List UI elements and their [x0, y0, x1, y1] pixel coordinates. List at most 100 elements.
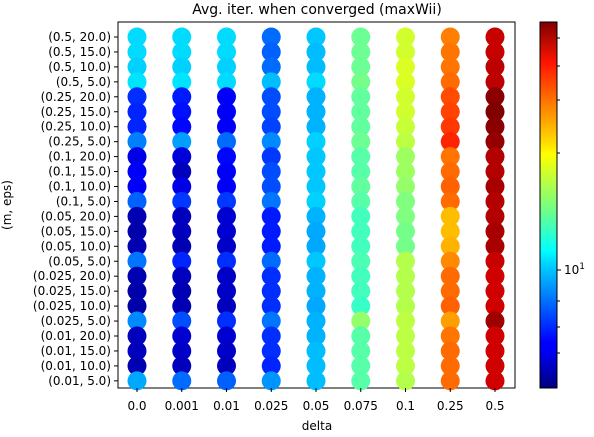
scatter-point: [172, 311, 192, 331]
scatter-point: [172, 221, 192, 241]
scatter-point: [127, 57, 147, 77]
scatter-point: [217, 57, 236, 77]
scatter-point: [306, 311, 326, 331]
scatter-point: [306, 147, 326, 167]
scatter-point: [351, 266, 371, 286]
scatter-point: [261, 251, 281, 271]
scatter-point: [396, 326, 415, 346]
scatter-point: [306, 236, 326, 256]
scatter-point: [127, 341, 147, 361]
scatter-point: [172, 296, 192, 316]
scatter-point: [351, 27, 371, 47]
scatter-point: [485, 311, 505, 331]
y-tick-label: (0.25, 5.0): [48, 135, 111, 149]
scatter-point: [396, 72, 415, 92]
y-tick-label: (0.5, 5.0): [56, 75, 111, 89]
scatter-point: [440, 191, 460, 211]
scatter-point: [261, 296, 281, 316]
scatter-point: [261, 221, 281, 241]
scatter-point: [217, 281, 236, 301]
scatter-point: [261, 266, 281, 286]
scatter-point: [261, 281, 281, 301]
scatter-point: [351, 326, 371, 346]
scatter-point: [172, 132, 192, 152]
scatter-point: [217, 162, 236, 182]
scatter-point: [485, 221, 505, 241]
scatter-point: [440, 162, 460, 182]
scatter-point: [127, 311, 147, 331]
scatter-point: [306, 27, 326, 47]
y-tick-label: (0.25, 15.0): [41, 105, 111, 119]
scatter-point: [351, 296, 371, 316]
scatter-point: [172, 117, 192, 137]
scatter-point: [396, 236, 415, 256]
scatter-point: [172, 102, 192, 122]
scatter-point: [172, 42, 192, 62]
y-tick-label: (0.25, 20.0): [41, 90, 111, 104]
scatter-point: [127, 221, 147, 241]
scatter-point: [485, 266, 505, 286]
y-tick-label: (0.025, 15.0): [33, 284, 111, 298]
x-axis-ticks: 0.0 0.001 0.01 0.025 0.05 0.075 0.1 0.25 0.5: [127, 388, 505, 413]
scatter-point: [127, 117, 147, 137]
x-tick-label: 0.001: [165, 399, 199, 413]
scatter-point: [127, 132, 147, 152]
scatter-point: [440, 57, 460, 77]
y-tick-label: (0.5, 10.0): [48, 60, 111, 74]
y-tick-label: (0.05, 5.0): [48, 254, 111, 268]
scatter-point: [172, 341, 192, 361]
scatter-point: [172, 57, 192, 77]
scatter-point: [351, 251, 371, 271]
scatter-point: [172, 356, 192, 376]
scatter-point: [440, 221, 460, 241]
scatter-point: [127, 162, 147, 182]
scatter-point: [306, 117, 326, 137]
scatter-point: [351, 72, 371, 92]
y-tick-label: (0.05, 15.0): [41, 224, 111, 238]
scatter-point: [396, 191, 415, 211]
scatter-point: [440, 251, 460, 271]
x-tick-label: 0.1: [396, 399, 415, 413]
y-tick-label: (0.01, 15.0): [41, 344, 111, 358]
scatter-point: [351, 132, 371, 152]
scatter-point: [217, 147, 236, 167]
scatter-point: [440, 326, 460, 346]
scatter-point: [217, 356, 236, 376]
scatter-point: [127, 281, 147, 301]
y-tick-label: (0.05, 20.0): [41, 209, 111, 223]
scatter-point: [351, 102, 371, 122]
scatter-point: [127, 72, 147, 92]
scatter-point: [261, 27, 281, 47]
scatter-point: [440, 296, 460, 316]
scatter-point: [485, 147, 505, 167]
y-tick-label: (0.25, 10.0): [41, 120, 111, 134]
scatter-point: [127, 177, 147, 196]
scatter-point: [261, 206, 281, 226]
scatter-point: [440, 72, 460, 92]
scatter-point: [217, 221, 236, 241]
scatter-point: [127, 206, 147, 226]
scatter-point: [172, 206, 192, 226]
scatter-point: [396, 102, 415, 122]
scatter-point: [351, 341, 371, 361]
scatter-point: [396, 87, 415, 107]
scatter-point: [485, 206, 505, 226]
scatter-point: [217, 236, 236, 256]
scatter-point: [172, 281, 192, 301]
scatter-point: [261, 117, 281, 137]
scatter-point: [396, 206, 415, 226]
scatter-point: [217, 117, 236, 137]
scatter-point: [172, 191, 192, 211]
scatter-point: [127, 371, 147, 391]
scatter-point: [440, 341, 460, 361]
scatter-point: [217, 87, 236, 107]
scatter-point: [306, 221, 326, 241]
scatter-point: [306, 162, 326, 182]
scatter-point: [440, 356, 460, 376]
y-tick-label: (0.5, 15.0): [48, 45, 111, 59]
scatter-point: [306, 191, 326, 211]
scatter-point: [396, 42, 415, 62]
scatter-point: [217, 42, 236, 62]
scatter-point: [306, 281, 326, 301]
